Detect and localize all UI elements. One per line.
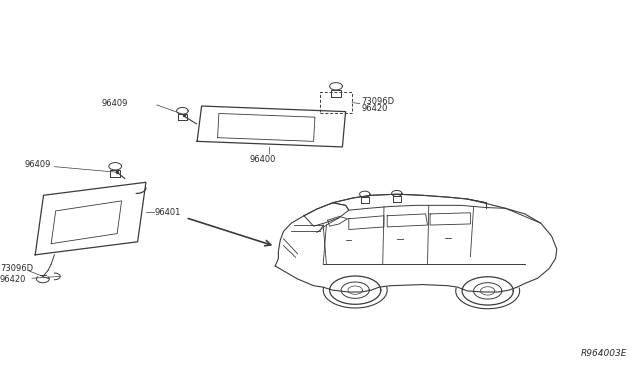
Text: 73096D: 73096D [362, 97, 395, 106]
Text: 96420: 96420 [0, 275, 26, 284]
Text: 96409: 96409 [101, 99, 127, 108]
Text: 73096D: 73096D [0, 264, 33, 273]
Text: 96400: 96400 [250, 155, 276, 164]
Text: 96409: 96409 [24, 160, 51, 169]
Text: 96420: 96420 [362, 104, 388, 113]
Text: 96401: 96401 [155, 208, 181, 217]
Text: R964003E: R964003E [580, 349, 627, 358]
